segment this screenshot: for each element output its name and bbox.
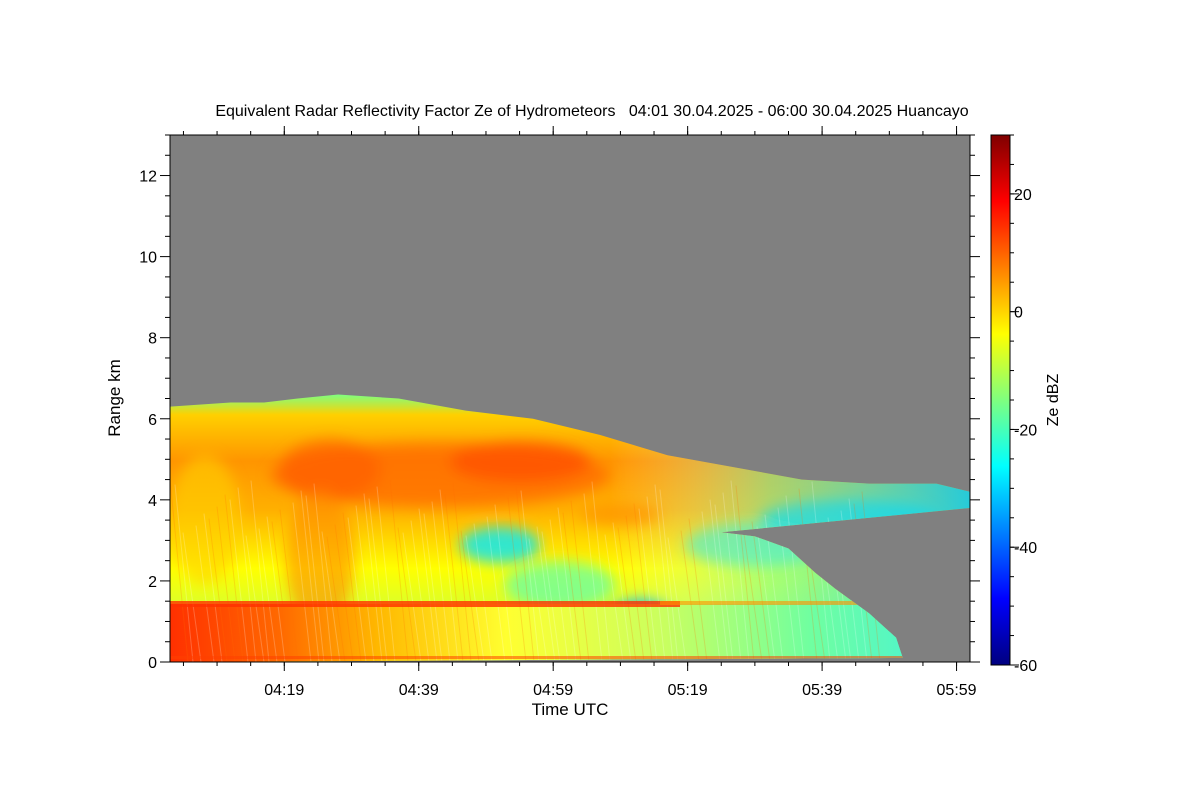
y-tick-label: 12 <box>139 169 157 186</box>
colorbar-tick-label: -40 <box>1014 540 1037 557</box>
y-tick-label: 10 <box>139 250 157 267</box>
x-tick-label: 04:39 <box>399 682 439 699</box>
y-axis-label: Range km <box>105 359 124 436</box>
colorbar-axis: -60 -40 -20 0 20 <box>1010 134 1037 675</box>
x-tick-label: 05:59 <box>937 682 977 699</box>
y-tick-label: 0 <box>148 655 157 672</box>
x-tick-label: 05:39 <box>802 682 842 699</box>
colorbar-tick-label: 20 <box>1014 187 1032 204</box>
colorbar <box>990 134 1011 666</box>
x-axis: 04:19 04:39 04:59 05:19 05:39 05:59 <box>182 126 977 699</box>
colorbar-label: Ze dBZ <box>1045 374 1062 427</box>
x-tick-label: 05:19 <box>668 682 708 699</box>
chart-title: Equivalent Radar Reflectivity Factor Ze … <box>215 103 968 120</box>
colorbar-tick-label: 0 <box>1014 305 1023 322</box>
x-tick-label: 04:59 <box>533 682 573 699</box>
y-tick-label: 4 <box>148 493 157 510</box>
x-tick-label: 04:19 <box>264 682 304 699</box>
y-axis: 0 2 4 6 8 10 12 <box>139 134 980 672</box>
x-axis-label: Time UTC <box>532 700 609 719</box>
y-tick-label: 6 <box>148 412 157 429</box>
y-tick-label: 2 <box>148 574 157 591</box>
colorbar-tick-label: -60 <box>1014 658 1037 675</box>
colorbar-tick-label: -20 <box>1014 422 1037 439</box>
y-tick-label: 8 <box>148 331 157 348</box>
